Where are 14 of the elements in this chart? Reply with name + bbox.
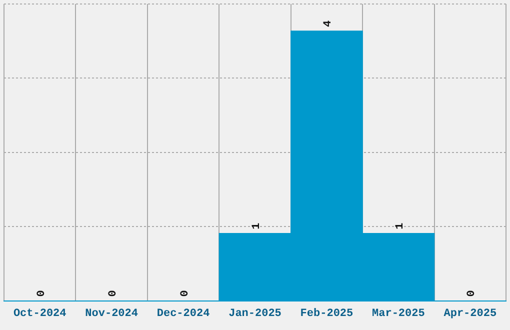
- data-label: 0: [179, 290, 192, 297]
- data-label: 4: [322, 20, 335, 27]
- data-label: 1: [251, 222, 263, 230]
- data-label: 0: [108, 290, 120, 297]
- x-tick-label: Nov-2024: [85, 308, 138, 320]
- x-tick-label: Dec-2024: [156, 308, 210, 320]
- x-tick-label: Oct-2024: [13, 308, 67, 320]
- data-label: 0: [36, 290, 48, 297]
- data-label: 1: [394, 222, 406, 230]
- x-tick-label: Jan-2025: [228, 308, 282, 320]
- x-tick-label: Feb-2025: [300, 308, 354, 320]
- data-label: 0: [466, 290, 478, 297]
- x-tick-label: Mar-2025: [372, 308, 426, 320]
- x-tick-label: Apr-2025: [444, 308, 497, 320]
